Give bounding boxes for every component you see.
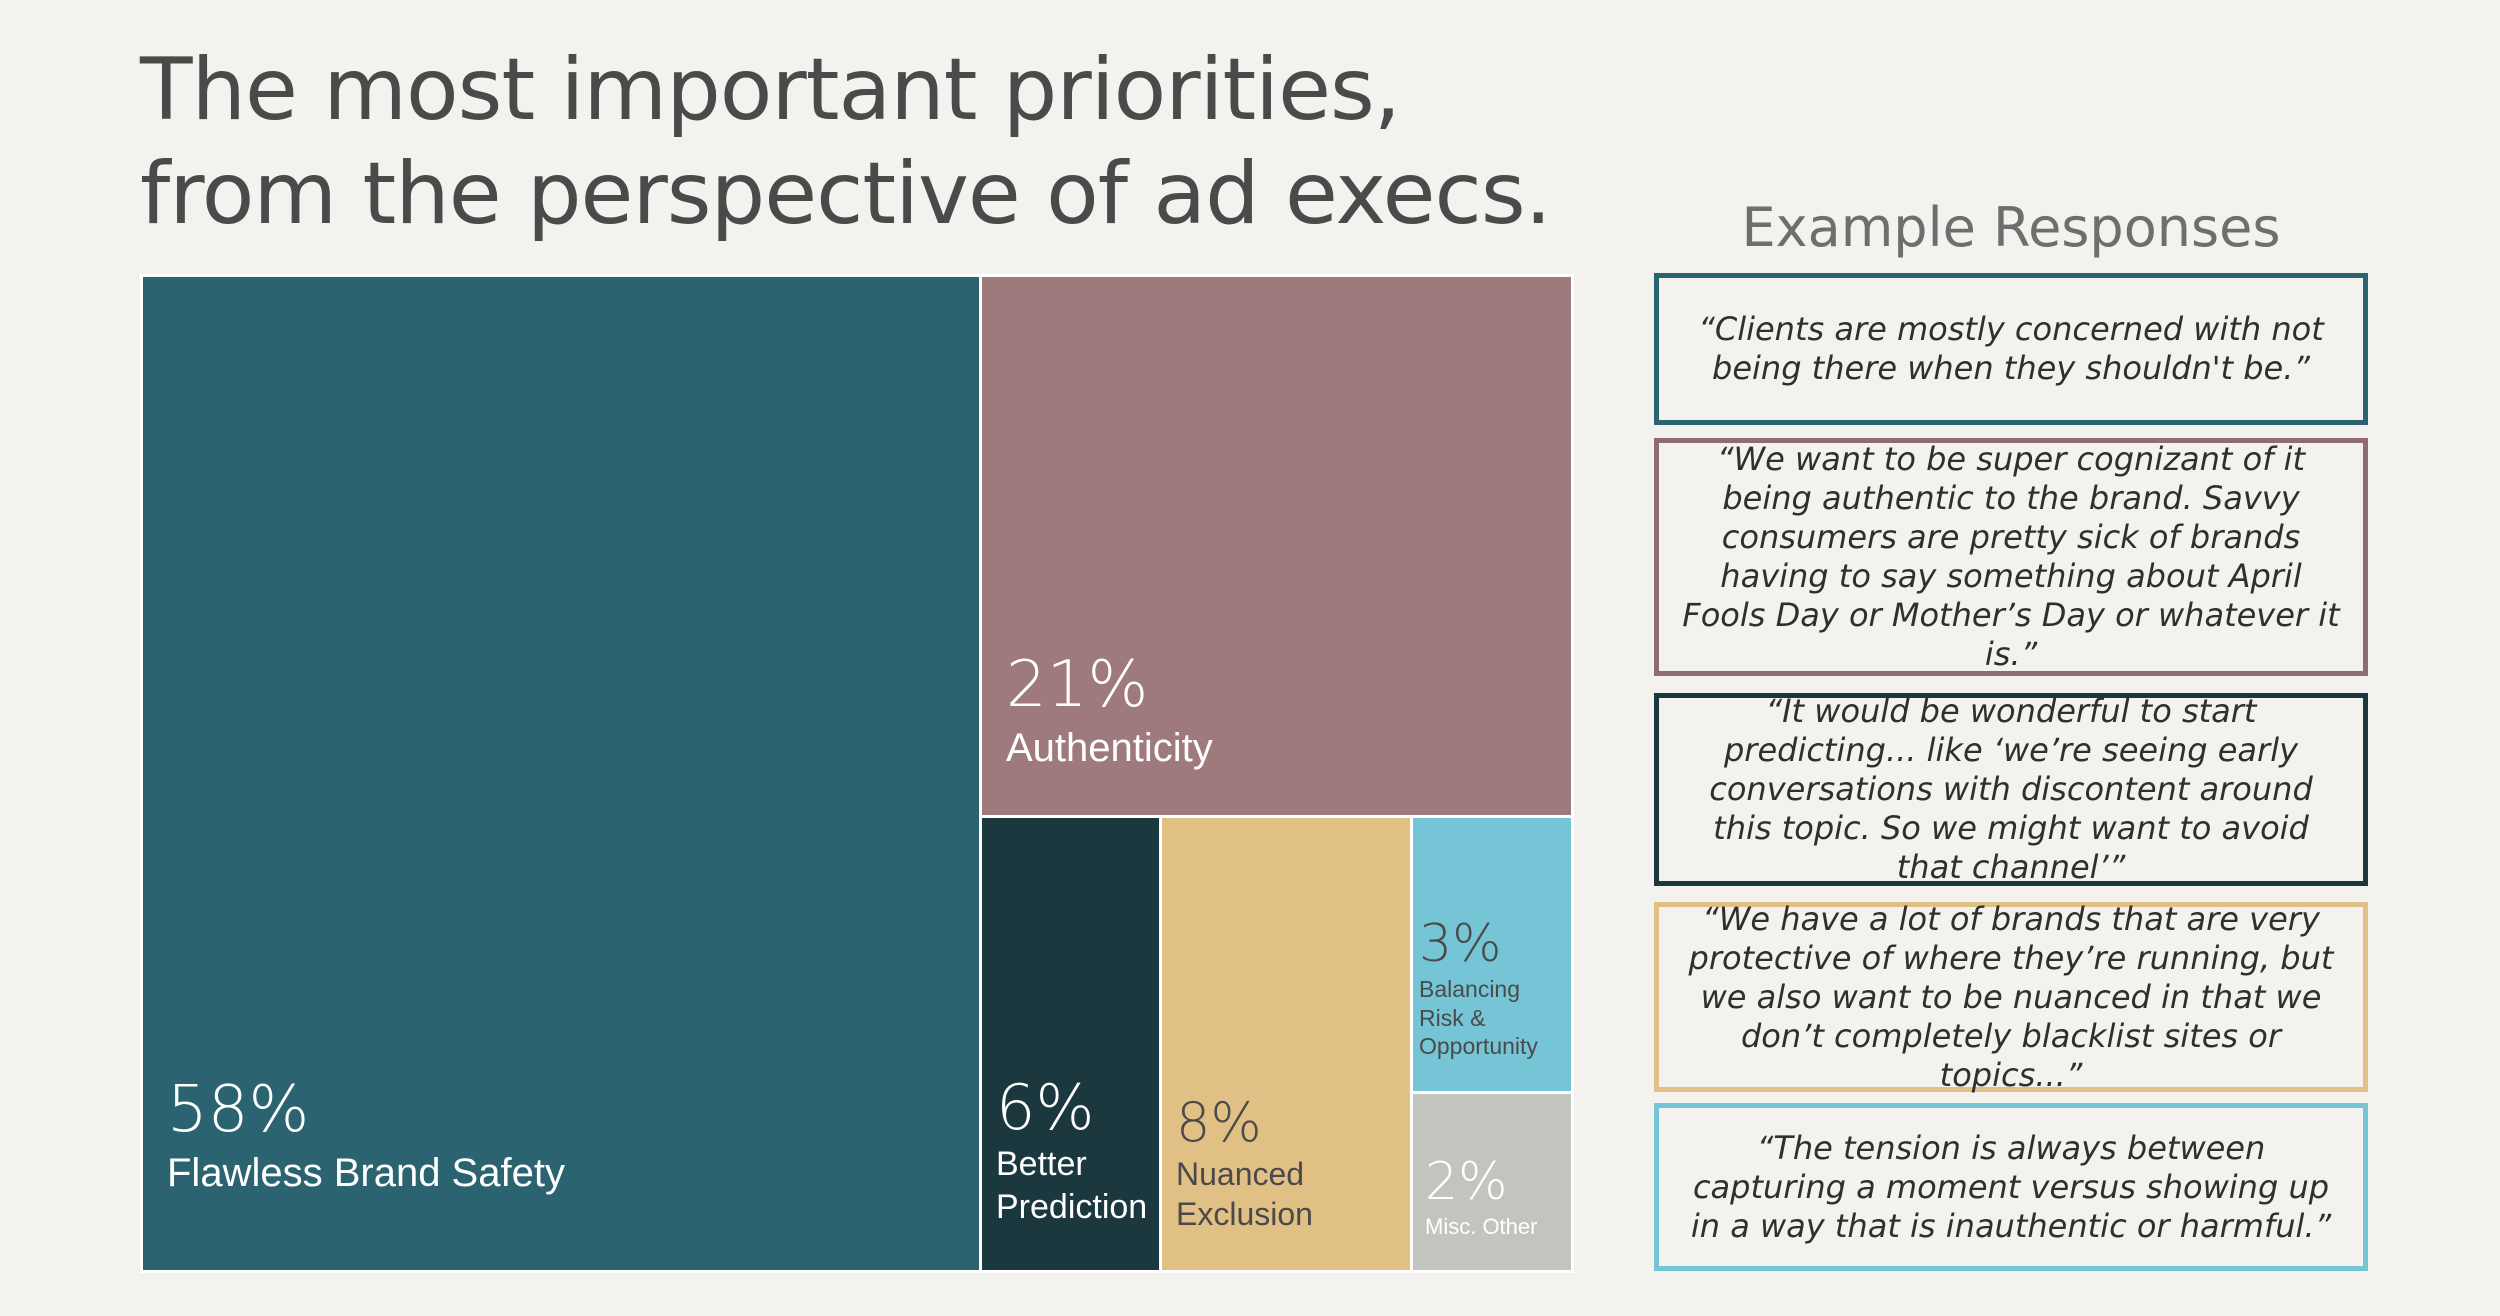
example-responses-panel: Example Responses “Clients are mostly co…	[1654, 196, 2368, 1271]
quote-text: “Clients are mostly concerned with not b…	[1698, 310, 2324, 387]
treemap-tile-authenticity: 21% Authenticity	[979, 274, 1574, 818]
treemap-value-label: 58%	[167, 1073, 310, 1148]
quote-box: “It would be wonderful to start predicti…	[1654, 692, 2368, 886]
treemap-category-label: Authenticity	[1006, 726, 1213, 770]
treemap-chart: 58% Flawless Brand Safety 21% Authenticity 6…	[140, 274, 1574, 1273]
quote-text: “We have a lot of brands that are very p…	[1688, 899, 2334, 1094]
treemap-value-label: 8%	[1176, 1090, 1262, 1154]
quote-box: “Clients are mostly concerned with not b…	[1654, 273, 2368, 425]
treemap-value-label: 2%	[1425, 1151, 1508, 1212]
quote-text: “The tension is always between capturing…	[1690, 1128, 2332, 1245]
treemap-category-label: Balancing Risk & Opportunity	[1419, 975, 1538, 1060]
quote-box: “We have a lot of brands that are very p…	[1654, 899, 2368, 1094]
chart-title-line-2: from the perspective of ad execs.	[140, 144, 1552, 244]
treemap-tile-better-prediction: 6% Better Prediction	[979, 815, 1162, 1273]
chart-title-line-1: The most important priorities,	[140, 40, 1401, 140]
treemap-tile-balancing-risk-opportunity: 3% Balancing Risk & Opportunity	[1410, 815, 1574, 1094]
treemap-category-label: Flawless Brand Safety	[167, 1151, 565, 1195]
treemap-category-label: Nuanced Exclusion	[1176, 1156, 1313, 1232]
chart-title: The most important priorities, from the …	[140, 38, 1552, 246]
treemap-value-label: 21%	[1006, 648, 1149, 723]
quote-box: “We want to be super cognizant of it bei…	[1654, 438, 2368, 676]
treemap-value-label: 3%	[1419, 913, 1502, 974]
quote-text: “We want to be super cognizant of it bei…	[1682, 440, 2340, 673]
treemap-value-label: 6%	[996, 1070, 1095, 1144]
quote-text: “It would be wonderful to start predicti…	[1709, 692, 2313, 886]
treemap-tile-nuanced-exclusion: 8% Nuanced Exclusion	[1159, 815, 1413, 1273]
treemap-tile-flawless-brand-safety: 58% Flawless Brand Safety	[140, 274, 982, 1273]
treemap-tile-misc-other: 2% Misc. Other	[1410, 1091, 1574, 1273]
treemap-category-label: Better Prediction	[996, 1145, 1148, 1226]
treemap-category-label: Misc. Other	[1425, 1213, 1538, 1239]
example-responses-title: Example Responses	[1741, 196, 2281, 259]
quote-box: “The tension is always between capturing…	[1654, 1103, 2368, 1271]
